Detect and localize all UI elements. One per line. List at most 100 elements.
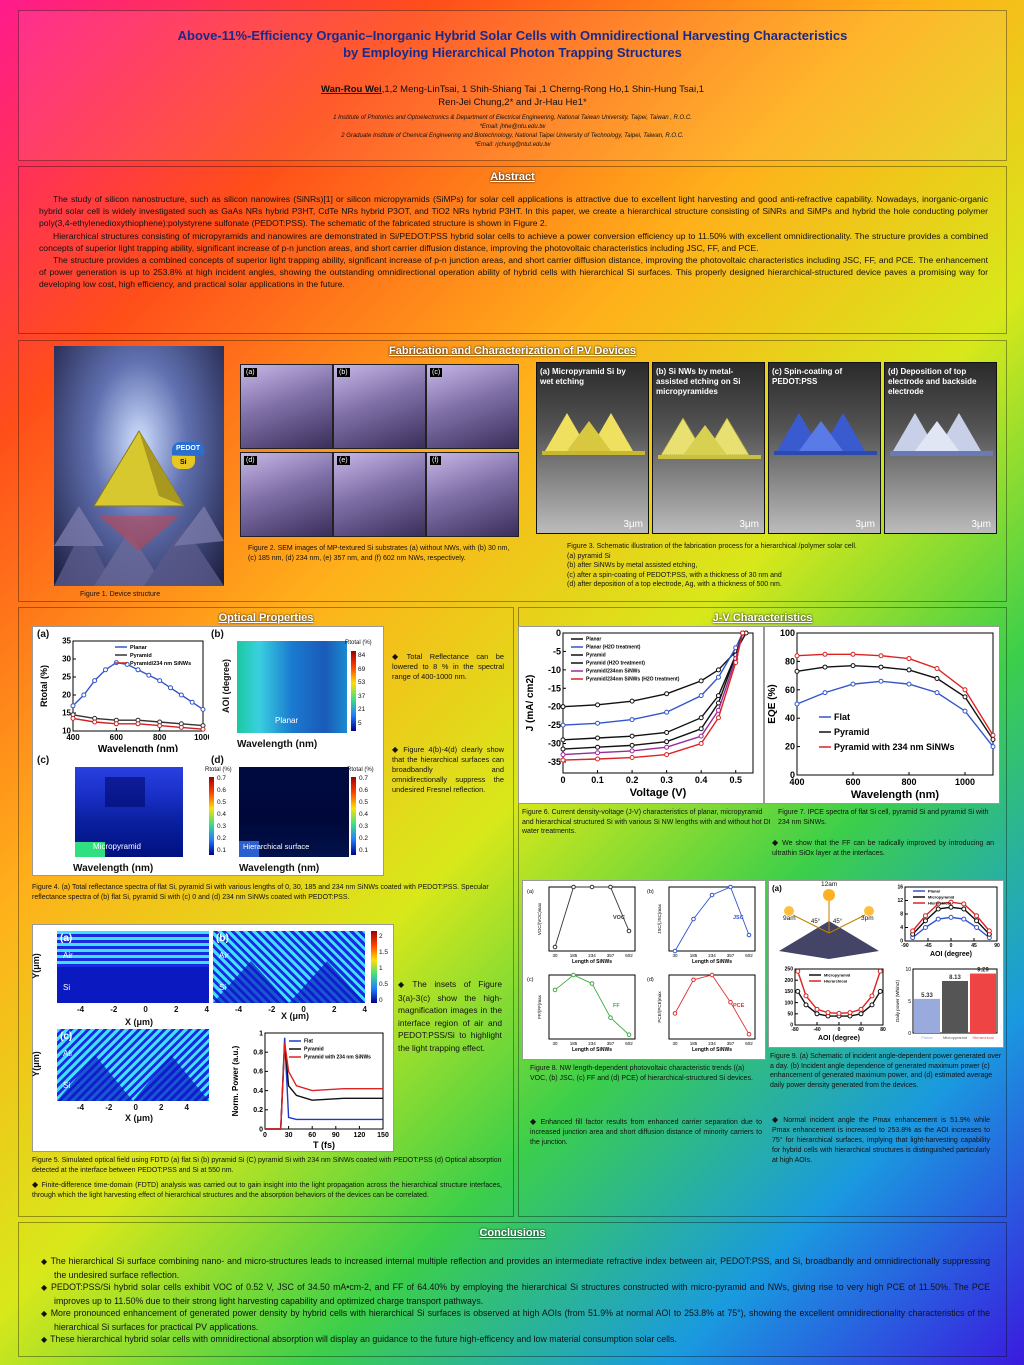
series-line-4 <box>562 632 744 756</box>
y-tick-label: 10 <box>62 727 71 736</box>
y-tick-label: 100 <box>785 1000 794 1006</box>
plot-frame <box>264 1032 384 1130</box>
fig9a-morning-label: 9am <box>783 915 796 922</box>
fig4b-colorbar-ticks: 84 69 53 37 21 5 <box>358 652 366 727</box>
fig8-figure: (a) 30 185 234 357 602 Length of SiNWs VOC/(VOC… <box>522 880 766 1060</box>
data-point <box>664 691 670 697</box>
legend-entry: Pyramid with 234 nm SiNWs <box>304 1055 371 1061</box>
fig9a-schematic: (a) <box>772 884 879 959</box>
plot-frame <box>562 632 754 774</box>
data-point <box>990 744 996 750</box>
fig5-ylabel-top: Y(μm) <box>30 953 41 979</box>
fig9d-bar-1 <box>942 980 968 1033</box>
fig4b-colorbar <box>351 651 356 731</box>
x-tick-label: 90 <box>994 943 1000 949</box>
data-point <box>135 667 141 673</box>
fig5b-air-label: Air <box>219 951 229 960</box>
data-point <box>560 737 566 743</box>
y-tick-label: 0.6 <box>253 1069 263 1076</box>
data-point <box>135 721 141 727</box>
series-line-5 <box>562 632 744 761</box>
fig4c-heatmap: Micropyramid <box>75 767 183 857</box>
fig5b-xlabel: X (μm) <box>281 1011 310 1021</box>
data-point <box>822 690 828 696</box>
data-point <box>595 720 601 726</box>
data-point <box>878 653 884 659</box>
pedot-label: PEDOT <box>172 442 205 455</box>
x-tick-label: 0 <box>560 775 565 785</box>
fig5-figure: (a) Air Si (b) Air Si 2 1.5 1 0.5 0 Y(μm) -4… <box>30 924 394 1152</box>
sem-image-f: (f) <box>426 452 519 537</box>
y-tick-label: 0.4 <box>253 1088 263 1095</box>
y-tick-label: 4 <box>900 925 903 931</box>
fig5-ylabel-bottom: Y(μm) <box>30 1051 41 1077</box>
fig5c-xticks: -4 -2 0 2 4 <box>77 1103 189 1112</box>
fig5b-si-label: Si <box>219 983 227 992</box>
y-tick-label: 20 <box>785 742 795 752</box>
y-tick-label: 1 <box>259 1030 263 1037</box>
data-point <box>698 726 704 732</box>
fabrication-title: Fabrication and Characterization of PV D… <box>389 345 636 357</box>
data-point <box>595 702 601 708</box>
data-point <box>922 925 928 930</box>
fig8-panel-label: (c) <box>527 977 534 983</box>
x-tick-label: 45 <box>971 943 977 949</box>
fig9a-angle-right: 45° <box>833 919 843 925</box>
fig4d-label: (d) <box>211 755 224 766</box>
fig8-tick: 185 <box>570 1041 578 1046</box>
data-point <box>814 1011 820 1017</box>
y-tick-label: 80 <box>785 656 795 666</box>
fig9c-chart: -80 -40 0 40 80 0 50 100 150 200 250 AOI (degree) Mi… <box>785 967 886 1042</box>
data-point <box>934 690 940 696</box>
fig9-caption: Figure 9. (a) Schematic of incident angl… <box>770 1053 1002 1089</box>
data-point <box>715 715 721 721</box>
fig8-xlabel: Length of SiNWs <box>572 959 612 965</box>
data-point <box>803 993 809 999</box>
fig8-point <box>552 944 558 950</box>
fig4d-xlabel: Wavelength (nm) <box>239 863 320 874</box>
fig8-tick: 234 <box>588 1041 596 1046</box>
plot-frame <box>72 640 204 732</box>
data-point <box>794 653 800 659</box>
data-point <box>986 928 992 934</box>
fig8-series-name: JSC <box>733 915 744 921</box>
fig8-series-name: PCE <box>733 1003 745 1009</box>
data-point <box>850 663 856 669</box>
sem-image-e: (e) <box>333 452 426 537</box>
fig9d-bar-2 <box>970 973 996 1033</box>
data-point <box>850 651 856 657</box>
fig5c-label: (c) <box>60 1031 73 1042</box>
fig8-ylabel: JSC/(JSC)max <box>657 903 662 934</box>
y-tick-label: 250 <box>785 967 794 973</box>
fig5a-field-map: (a) Air Si <box>57 931 209 1003</box>
data-point <box>878 664 884 670</box>
legend-entry: Hierarchical <box>824 978 847 983</box>
fig7-figure: 400 600 800 1000 0 20 40 60 80 100 Wavelength (nm)… <box>764 626 1000 804</box>
fig8-tick: 602 <box>745 1041 753 1046</box>
data-point <box>664 709 670 715</box>
data-point <box>922 913 928 919</box>
fig8-frame <box>548 974 636 1040</box>
legend-entry: Planar <box>130 645 148 651</box>
data-point <box>92 719 98 725</box>
data-point <box>168 685 173 691</box>
fig4d-colorbar-title: Rtotal (%) <box>347 767 374 773</box>
data-point <box>935 901 941 907</box>
legend-entry: Micropyramid <box>928 894 955 899</box>
data-point <box>664 729 670 735</box>
x-tick-label: -90 <box>901 943 908 949</box>
optical-note-2: ◆ Figure 4(b)-4(d) clearly show that the … <box>392 745 504 794</box>
fig5-caption: Figure 5. Simulated optical field using … <box>32 1157 502 1174</box>
x-axis-label: Wavelength (nm) <box>851 789 940 801</box>
jv-note-3: ◆ Normal incident angle the Pmax enhancem… <box>772 1115 990 1164</box>
fig3-caption: Figure 3. Schematic illustration of the … <box>567 543 857 588</box>
series-line-2 <box>796 653 994 736</box>
y-tick-label: 200 <box>785 978 794 984</box>
fig9a-afternoon-label: 3pm <box>861 915 874 922</box>
y-tick-label: 100 <box>780 628 795 638</box>
sem-image-a: (a) <box>240 364 333 449</box>
data-point <box>629 698 635 704</box>
fig4a-label: (a) <box>37 629 50 640</box>
data-point <box>595 750 601 756</box>
optical-title: Optical Properties <box>218 612 314 624</box>
